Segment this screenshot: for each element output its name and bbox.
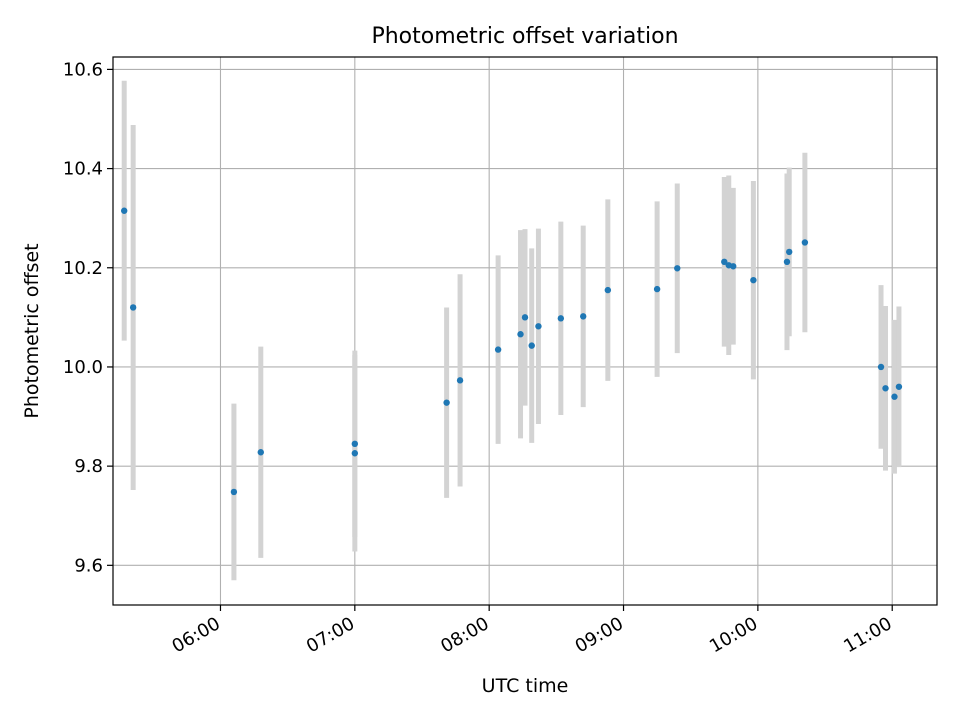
y-tick-label: 10.0 [63,357,103,378]
data-point [129,304,137,311]
y-tick-label: 10.4 [63,159,103,180]
y-axis-ticks: 9.6 9.8 10.0 10.2 10.4 10.6 [63,59,113,576]
data-point [230,488,238,496]
data-point [528,342,535,349]
data-point [456,377,464,384]
data-point [535,323,542,330]
y-tick-label: 9.8 [74,456,103,477]
data-point [580,313,587,320]
data-point [801,239,809,246]
y-tick-label: 10.2 [63,258,103,279]
data-point [351,450,359,457]
y-tick-label: 9.6 [74,555,103,576]
data-point [882,385,889,392]
data-point [557,315,565,322]
plot-frame [112,56,938,606]
data-point [494,346,502,353]
data-point [891,393,898,400]
data-point [521,314,529,321]
data-point [877,363,885,371]
data-point [120,207,128,214]
data-point [786,248,793,256]
y-axis-label: Photometric offset [21,243,43,418]
x-axis-label: UTC time [482,675,569,697]
data-point [653,285,661,293]
data-point [674,265,681,272]
data-points [120,207,903,496]
data-point [750,276,757,284]
data-point [730,263,737,270]
data-point [517,331,524,338]
data-point [604,286,612,294]
y-tick-label: 10.6 [63,59,103,80]
data-point [351,440,359,448]
chart-title: Photometric offset variation [371,24,678,49]
data-point [895,383,903,390]
data-point [721,258,728,266]
data-point [443,399,450,406]
data-point [783,258,791,266]
data-point [257,449,264,456]
